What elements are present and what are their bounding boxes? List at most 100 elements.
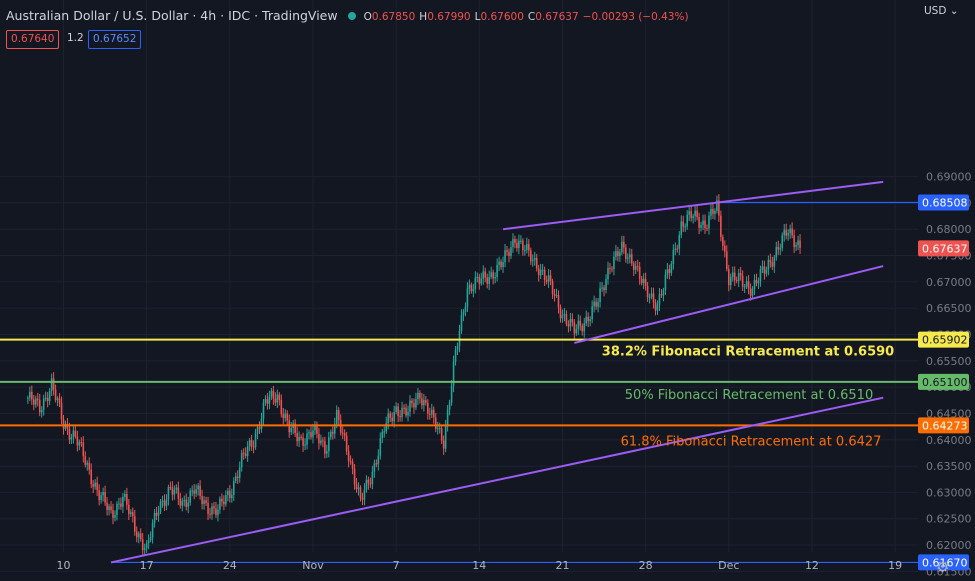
- candle-body: [724, 245, 726, 252]
- candle-body: [155, 513, 158, 516]
- candle-body: [714, 210, 716, 214]
- candle-body: [561, 315, 564, 319]
- time-tick-label: Dec: [718, 559, 739, 572]
- candle-body: [173, 489, 176, 495]
- price-tick-label: 0.66500: [926, 302, 972, 315]
- candle-body: [274, 398, 277, 403]
- candle-body: [304, 444, 306, 446]
- candle-body: [533, 257, 536, 260]
- candle-body: [60, 402, 63, 420]
- candle-body: [638, 266, 641, 279]
- annotation-fib_618: 61.8% Fibonacci Retracement at 0.6427: [621, 434, 882, 449]
- candle-body: [476, 276, 479, 278]
- price-label-low: 0.61670: [918, 554, 969, 571]
- chevron-down-icon: ⌄: [946, 5, 959, 17]
- candle-body: [434, 417, 437, 429]
- candle-body: [78, 442, 81, 446]
- candle-body: [648, 297, 651, 299]
- candle-body: [70, 437, 73, 440]
- price-label-fib_50: 0.65100: [918, 373, 969, 390]
- candle-body: [642, 278, 645, 283]
- candle-body: [668, 269, 671, 274]
- candle-body: [759, 269, 762, 282]
- candle-body: [54, 389, 57, 400]
- candle-body: [640, 278, 643, 283]
- candle-body: [409, 400, 411, 412]
- candle-body: [106, 502, 108, 510]
- candle-body: [187, 502, 190, 507]
- price-tick-label: 0.64000: [926, 434, 972, 447]
- candle-body: [541, 269, 544, 271]
- time-tick-label: 7: [393, 559, 400, 572]
- candle-body: [545, 280, 548, 282]
- candle-body: [181, 501, 184, 506]
- gear-icon[interactable]: ⚙: [936, 558, 950, 576]
- candle-body: [68, 428, 71, 440]
- candle-body: [749, 288, 752, 296]
- candle-body: [244, 453, 247, 456]
- candle-body: [516, 242, 518, 249]
- candle-body: [234, 476, 237, 482]
- candle-body: [490, 272, 492, 277]
- candle-body: [581, 325, 584, 332]
- candle-body: [38, 400, 41, 413]
- currency-menu[interactable]: USD ⌄: [924, 5, 959, 17]
- candle-body: [191, 490, 193, 492]
- candle-body: [250, 440, 253, 447]
- candle-body: [381, 431, 384, 439]
- candle-body: [232, 481, 235, 495]
- candle-body: [116, 503, 118, 516]
- sell-price-button[interactable]: 0.67640: [6, 30, 60, 49]
- candle-body: [789, 228, 791, 234]
- candle-body: [753, 279, 756, 289]
- time-tick-label: 28: [639, 559, 653, 572]
- currency-label: USD: [924, 5, 947, 17]
- candle-body: [375, 463, 378, 465]
- candle-body: [755, 279, 758, 284]
- candle-body: [215, 508, 217, 516]
- candle-body: [520, 240, 522, 242]
- candle-body: [484, 271, 487, 278]
- candle-body: [474, 277, 477, 290]
- candle-body: [712, 209, 714, 214]
- candle-body: [110, 506, 112, 511]
- candle-body: [189, 490, 192, 503]
- candle-body: [706, 228, 708, 230]
- candle-body: [357, 487, 360, 490]
- candle-body: [587, 316, 589, 322]
- price-tick-label: 0.65500: [926, 355, 972, 368]
- candle-body: [514, 239, 516, 243]
- candle-body: [347, 451, 350, 462]
- price-label-fib_382: 0.65902: [918, 331, 969, 348]
- candle-body: [82, 442, 85, 457]
- candle-body: [294, 423, 296, 434]
- candle-body: [312, 430, 314, 438]
- candle-body: [379, 438, 382, 456]
- candle-body: [553, 294, 556, 296]
- candle-body: [102, 491, 104, 496]
- candle-body: [371, 471, 374, 485]
- candle-body: [739, 273, 742, 276]
- candle-body: [438, 428, 441, 430]
- candle-body: [779, 248, 782, 250]
- candle-body: [252, 446, 255, 448]
- candle-body: [118, 503, 120, 505]
- candle-body: [411, 400, 413, 404]
- candle-body: [692, 216, 694, 219]
- candle-body: [757, 281, 760, 284]
- candle-body: [94, 482, 96, 487]
- candle-body: [114, 515, 116, 518]
- candle-body: [607, 267, 609, 280]
- candle-body: [432, 409, 435, 418]
- candle-body: [343, 433, 346, 436]
- candle-body: [395, 406, 397, 413]
- candle-body: [397, 406, 399, 416]
- price-label-box: [918, 554, 969, 571]
- symbol-title[interactable]: Australian Dollar / U.S. Dollar · 4h · I…: [6, 8, 338, 23]
- candle-body: [335, 410, 338, 425]
- candle-body: [531, 259, 534, 262]
- candle-body: [72, 430, 75, 438]
- buy-price-button[interactable]: 0.67652: [88, 30, 142, 49]
- time-tick-label: Nov: [302, 559, 324, 572]
